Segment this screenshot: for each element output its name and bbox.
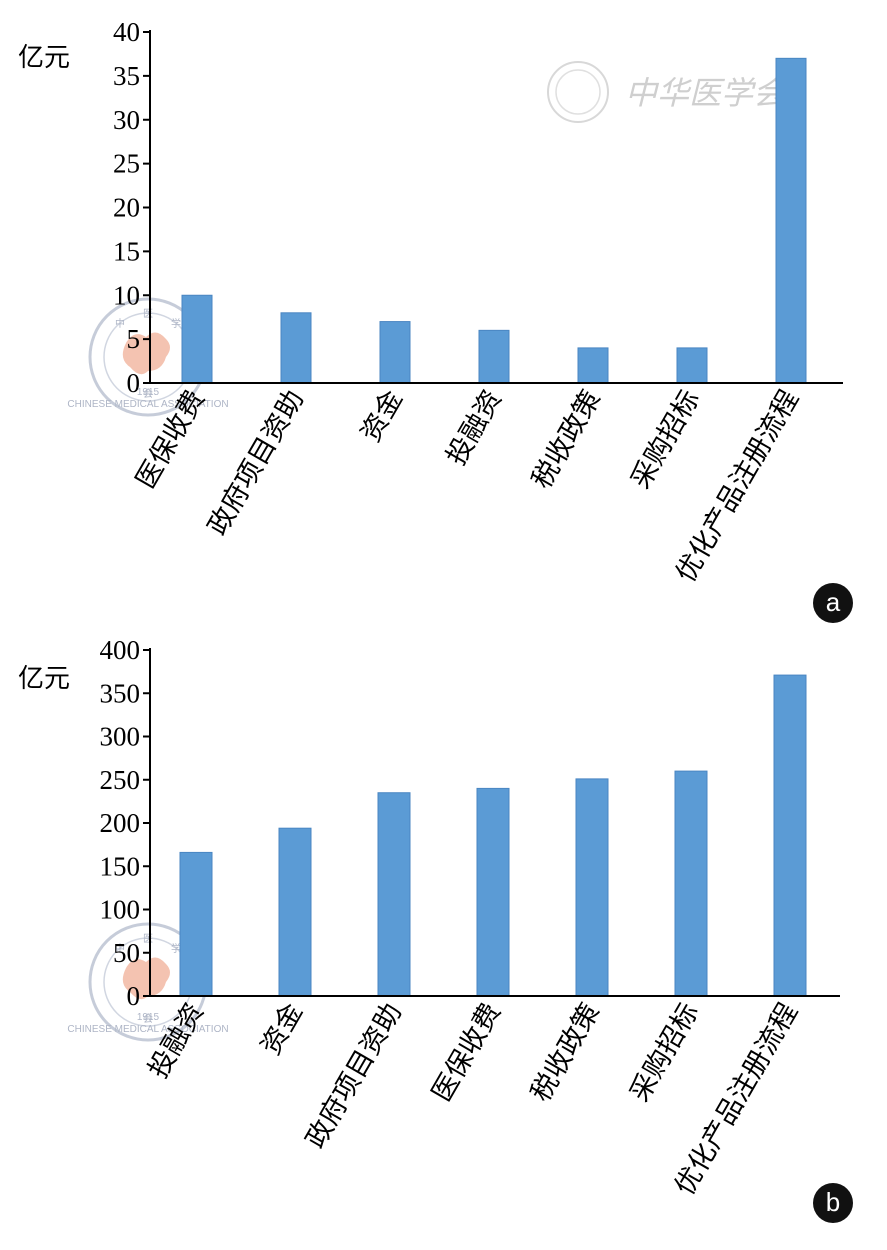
seal-char: 会 [143, 1012, 153, 1025]
seal-char: 学 [171, 317, 181, 330]
y-tick-label: 100 [100, 895, 141, 925]
bar [377, 792, 411, 997]
y-tick-label: 10 [113, 280, 140, 310]
x-category-label: 政府项目资助 [300, 998, 408, 1154]
y-tick-label: 30 [113, 105, 140, 135]
bar [379, 321, 411, 384]
y-tick-label: 20 [113, 193, 140, 223]
panel-badge-label: a [826, 587, 841, 617]
x-category-label: 资金 [255, 998, 309, 1060]
watermark-text: 中华医学会 [625, 74, 788, 112]
seal-ring-text: CHINESE MEDICAL ASSOCIATION [67, 399, 228, 410]
y-tick-label: 300 [100, 722, 141, 752]
bar [676, 347, 708, 384]
bar [773, 674, 807, 997]
seal-char: 中 [115, 942, 125, 955]
x-category-label: 采购招标 [625, 385, 706, 494]
seal-char: 学 [171, 942, 181, 955]
seal-ring-text: CHINESE MEDICAL ASSOCIATION [67, 1024, 228, 1035]
chart-panel-a: 中华医学会 CHINESE MEDICAL ASSOCIATION 1915 中 医学会… [18, 17, 853, 623]
bar [179, 851, 213, 997]
panel-badge: b [813, 1183, 853, 1223]
seal-char: 中 [115, 317, 125, 330]
panel-badge-label: b [826, 1187, 840, 1217]
y-tick-label: 350 [100, 678, 141, 708]
bar [775, 57, 807, 384]
y-tick-label: 400 [100, 635, 141, 665]
x-category-label: 税收政策 [526, 385, 607, 494]
bar [575, 778, 609, 997]
y-unit-label: 亿元 [18, 43, 70, 73]
y-tick-label: 5 [127, 324, 141, 354]
y-tick-label: 200 [100, 808, 141, 838]
x-category-label: 资金 [355, 385, 409, 447]
watermark: 中华医学会 [547, 61, 788, 123]
bar [181, 294, 213, 384]
y-tick-label: 0 [127, 981, 141, 1011]
seal-year: 1915 [137, 1012, 160, 1023]
seal-char: 医 [143, 933, 153, 945]
panel-badge: a [813, 583, 853, 623]
y-tick-label: 40 [113, 17, 140, 47]
chart-panel-b: CHINESE MEDICAL ASSOCIATION 1915 中 医学会 0 50 10… [0, 625, 887, 1250]
y-tick-label: 150 [100, 851, 141, 881]
x-category-label: 投融资 [441, 385, 508, 471]
y-unit-label: 亿元 [18, 664, 70, 694]
watermark-logo-icon [547, 61, 609, 123]
bar [280, 312, 312, 384]
y-tick-label: 35 [113, 61, 140, 91]
bar [476, 787, 510, 997]
x-category-label: 税收政策 [525, 998, 606, 1107]
bar [674, 770, 708, 997]
bar [478, 329, 510, 384]
y-tick-label: 25 [113, 149, 140, 179]
y-tick-label: 15 [113, 236, 140, 266]
bar [577, 347, 609, 384]
y-tick-label: 50 [113, 938, 140, 968]
seal-year: 1915 [137, 387, 160, 398]
seal-char: 医 [143, 308, 153, 320]
y-tick-label: 0 [127, 368, 141, 398]
x-category-label: 医保收费 [426, 998, 507, 1107]
x-category-label: 采购招标 [624, 998, 705, 1107]
seal-char: 会 [143, 387, 153, 400]
bar [278, 827, 312, 997]
y-tick-label: 250 [100, 765, 141, 795]
